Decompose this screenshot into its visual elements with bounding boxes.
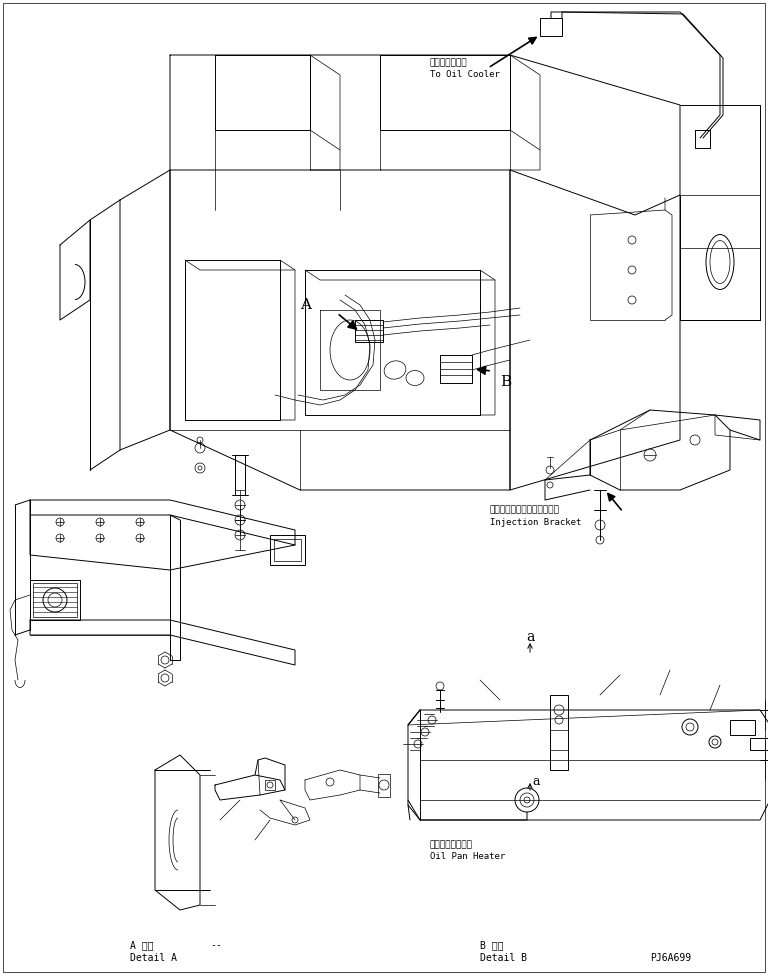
Text: オイルクーラヘ: オイルクーラヘ bbox=[430, 58, 468, 67]
Bar bbox=[550, 695, 568, 770]
Bar bbox=[378, 774, 390, 797]
Text: a: a bbox=[532, 775, 539, 788]
Text: A 詳細: A 詳細 bbox=[130, 940, 154, 950]
Text: A: A bbox=[300, 298, 311, 312]
Bar bbox=[265, 780, 275, 790]
Text: To Oil Cooler: To Oil Cooler bbox=[430, 70, 500, 79]
Text: a: a bbox=[526, 630, 535, 644]
Text: B 詳細: B 詳細 bbox=[480, 940, 504, 950]
Text: Detail B: Detail B bbox=[480, 953, 527, 963]
Text: オイルパンヒータ: オイルパンヒータ bbox=[430, 840, 473, 849]
Bar bbox=[730, 720, 755, 735]
Text: Injection Bracket: Injection Bracket bbox=[490, 518, 581, 527]
Bar bbox=[750, 738, 768, 750]
Text: Detail A: Detail A bbox=[130, 953, 177, 963]
Text: インジェクションブラケット: インジェクションブラケット bbox=[490, 505, 560, 514]
Text: Oil Pan Heater: Oil Pan Heater bbox=[430, 852, 505, 861]
Text: PJ6A699: PJ6A699 bbox=[650, 953, 691, 963]
Text: B: B bbox=[500, 375, 511, 389]
Bar bbox=[270, 535, 305, 565]
Bar bbox=[33, 583, 77, 617]
Bar bbox=[440, 355, 472, 383]
Bar bbox=[274, 539, 301, 561]
Bar bbox=[355, 320, 383, 342]
Text: --: -- bbox=[210, 940, 222, 950]
Bar bbox=[540, 18, 562, 36]
